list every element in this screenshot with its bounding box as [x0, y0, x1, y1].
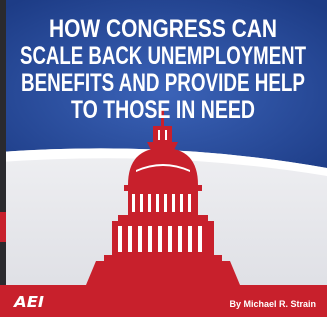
title-line: TO THOSE IN NEED — [71, 96, 255, 124]
logo: AEI — [13, 293, 45, 311]
left-edge-accent — [0, 212, 6, 242]
title-line: HOW CONGRESS CAN — [49, 15, 277, 43]
byline: By Michael R. Strain — [229, 299, 316, 309]
page: HOW CONGRESS CAN SCALE BACK UNEMPLOYMENT… — [0, 0, 327, 317]
cover: HOW CONGRESS CAN SCALE BACK UNEMPLOYMENT… — [0, 0, 327, 317]
left-edge — [0, 0, 6, 317]
title-line: SCALE BACK UNEMPLOYMENT — [20, 42, 306, 70]
title-line: BENEFITS AND PROVIDE HELP — [21, 69, 305, 97]
